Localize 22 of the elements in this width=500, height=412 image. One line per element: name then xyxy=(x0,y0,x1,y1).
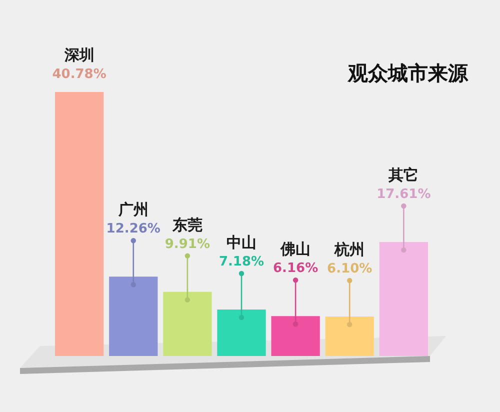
bar xyxy=(163,292,212,356)
bar xyxy=(55,92,104,356)
bar xyxy=(217,310,266,356)
data-label: 17.61% xyxy=(376,186,431,202)
x-tick-label: 广州 xyxy=(117,200,148,219)
data-label: 9.91% xyxy=(164,236,210,252)
bar xyxy=(271,316,320,356)
chart-title: 观众城市来源 xyxy=(347,61,469,85)
data-label: 40.78% xyxy=(52,67,106,82)
x-tick-label: 杭州 xyxy=(334,240,365,259)
x-tick-label: 其它 xyxy=(388,166,419,184)
bar xyxy=(325,316,374,356)
x-tick-label: 东莞 xyxy=(171,216,202,234)
data-label: 6.10% xyxy=(327,262,372,277)
x-tick-label: 深圳 xyxy=(63,46,94,64)
data-label: 7.18% xyxy=(218,254,264,270)
bar xyxy=(109,276,158,356)
x-tick-label: 中山 xyxy=(226,234,256,252)
data-label: 12.26% xyxy=(106,222,160,237)
x-tick-label: 佛山 xyxy=(280,240,311,258)
bar xyxy=(379,242,428,356)
data-label: 6.16% xyxy=(273,261,318,276)
